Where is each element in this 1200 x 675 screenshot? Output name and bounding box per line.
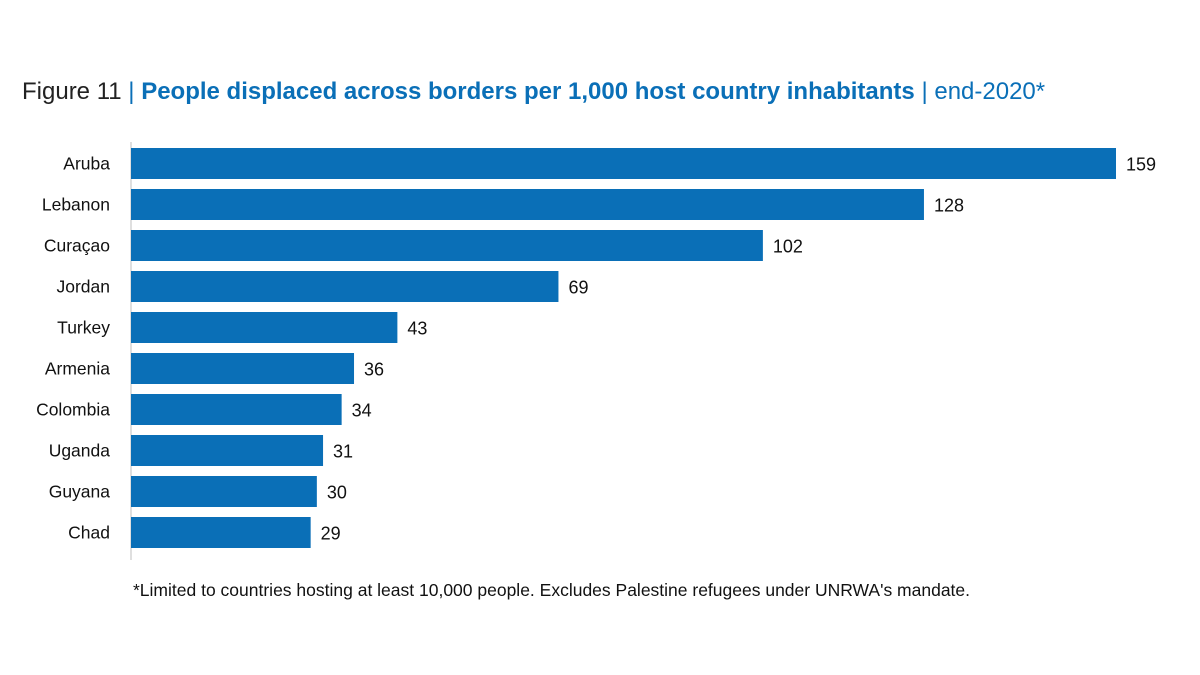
category-label-0: Aruba bbox=[63, 154, 110, 174]
bar-4 bbox=[131, 312, 398, 343]
bar-7 bbox=[131, 435, 324, 466]
value-label-3: 69 bbox=[568, 278, 588, 298]
category-label-3: Jordan bbox=[56, 277, 110, 297]
value-label-6: 34 bbox=[352, 401, 372, 421]
value-label-8: 30 bbox=[327, 483, 347, 503]
bar-1 bbox=[131, 189, 924, 220]
category-label-1: Lebanon bbox=[42, 195, 110, 215]
value-label-7: 31 bbox=[333, 442, 353, 462]
bar-8 bbox=[131, 476, 317, 507]
footnote: *Limited to countries hosting at least 1… bbox=[133, 580, 971, 600]
title-date: end-2020* bbox=[934, 78, 1046, 105]
value-label-0: 159 bbox=[1126, 155, 1156, 175]
category-label-5: Armenia bbox=[45, 359, 110, 379]
category-label-8: Guyana bbox=[49, 482, 111, 502]
value-label-9: 29 bbox=[321, 524, 341, 544]
title-separator: | bbox=[128, 78, 135, 105]
category-label-2: Curaçao bbox=[44, 236, 110, 256]
bar-0 bbox=[131, 148, 1116, 179]
value-label-4: 43 bbox=[407, 319, 427, 339]
bar-5 bbox=[131, 353, 355, 384]
chart-title: Figure 11 | People displaced across bord… bbox=[22, 78, 1045, 106]
value-label-2: 102 bbox=[773, 237, 803, 257]
category-label-6: Colombia bbox=[36, 400, 110, 420]
figure-number: Figure 11 bbox=[22, 78, 122, 105]
bar-6 bbox=[131, 394, 342, 425]
bar-3 bbox=[131, 271, 559, 302]
value-label-1: 128 bbox=[934, 196, 964, 216]
bar-9 bbox=[131, 517, 311, 548]
title-main: People displaced across borders per 1,00… bbox=[141, 78, 915, 105]
category-label-7: Uganda bbox=[49, 441, 111, 461]
bar-2 bbox=[131, 230, 763, 261]
category-label-9: Chad bbox=[68, 523, 110, 543]
category-label-4: Turkey bbox=[57, 318, 110, 338]
value-label-5: 36 bbox=[364, 360, 384, 380]
title-separator-2: | bbox=[921, 78, 928, 105]
